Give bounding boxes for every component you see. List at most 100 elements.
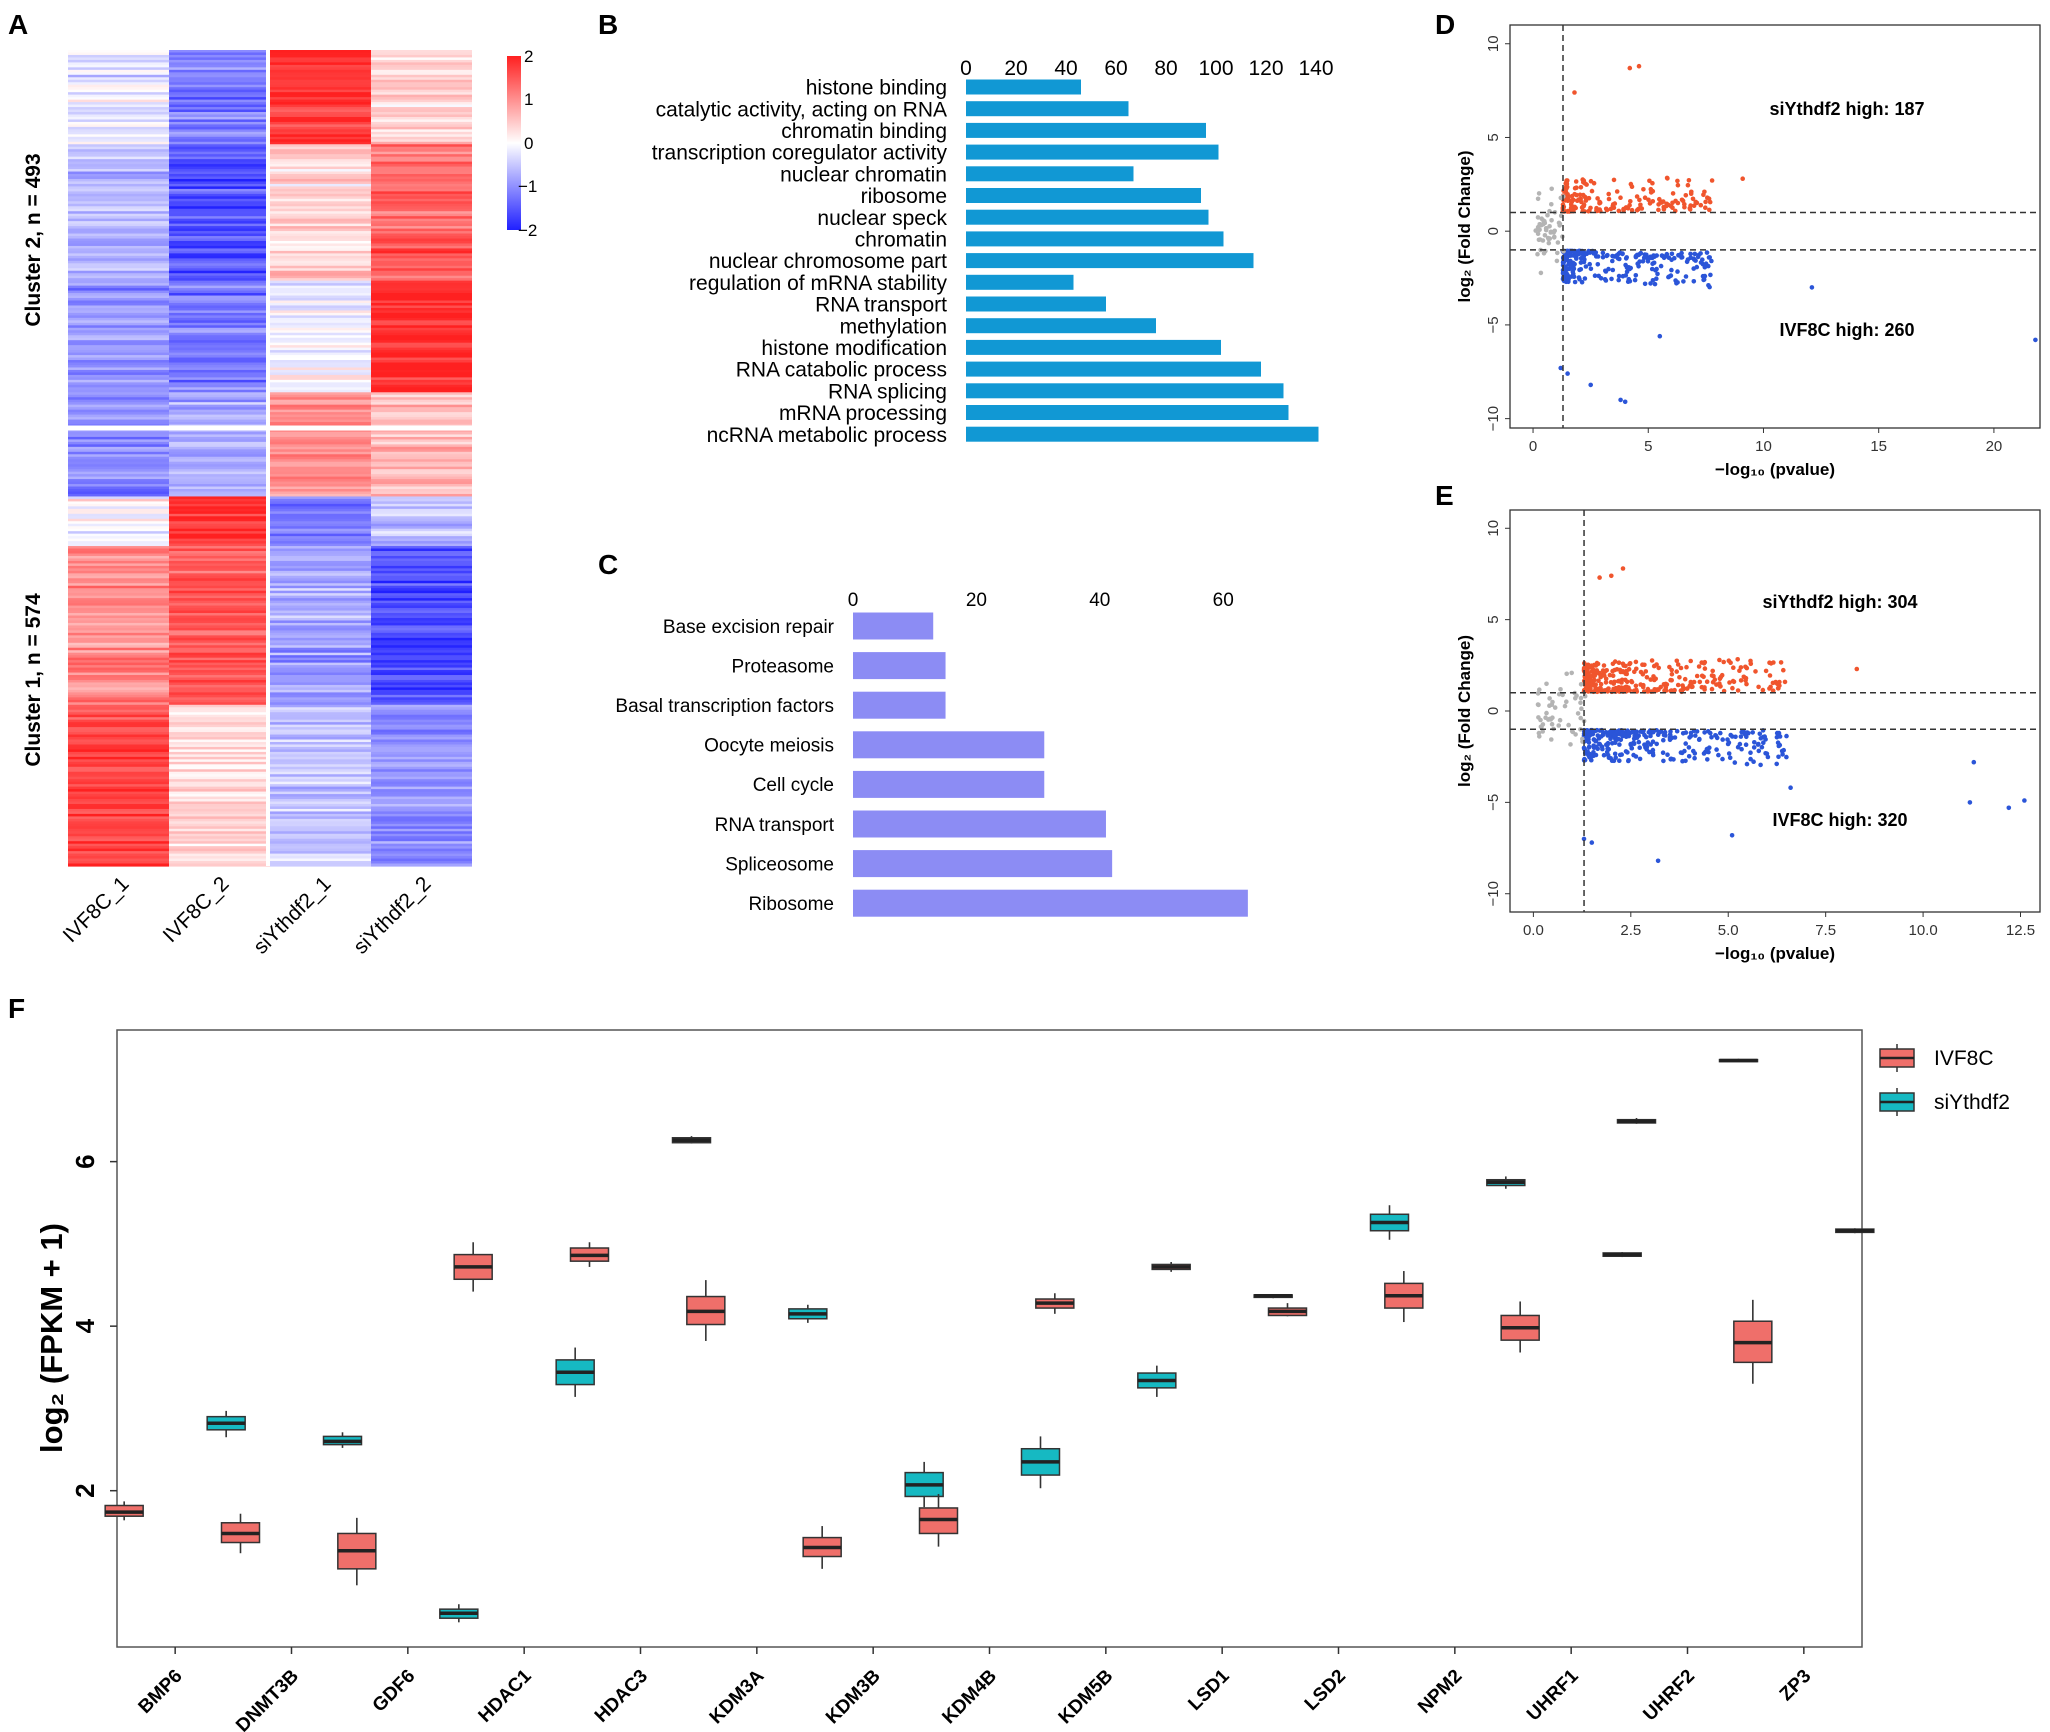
heatmap-cell <box>68 803 169 808</box>
heatmap-cell <box>270 565 371 569</box>
heatmap-cell <box>169 709 270 713</box>
bar <box>966 318 1156 334</box>
heatmap-cell <box>270 114 371 118</box>
heatmap-cell <box>270 397 371 401</box>
category-label: Cell cycle <box>753 775 834 796</box>
heatmap-cell <box>169 201 270 205</box>
volcano-point <box>1614 189 1620 194</box>
heatmap-cell <box>371 116 472 121</box>
heatmap-cell <box>169 828 270 832</box>
heatmap-cell <box>371 784 472 788</box>
heatmap-cell <box>68 285 169 289</box>
heatmap-cell <box>68 503 169 507</box>
heatmap-cell <box>169 739 270 743</box>
volcano-point <box>1660 750 1666 755</box>
heatmap-cell <box>270 384 371 388</box>
heatmap-cell <box>371 702 472 706</box>
heatmap-cell <box>371 531 472 535</box>
heatmap-cell <box>68 369 169 374</box>
bar <box>853 691 946 719</box>
volcano-point <box>1654 276 1659 282</box>
heatmap-cell <box>371 156 472 160</box>
volcano-point <box>1692 251 1698 257</box>
heatmap-cell <box>169 821 270 825</box>
heatmap-cell <box>270 203 371 207</box>
heatmap-cell <box>270 560 371 565</box>
heatmap-cell <box>169 389 270 393</box>
x-tick-label: 80 <box>1154 57 1177 80</box>
heatmap-cell <box>169 77 270 81</box>
volcano-point <box>1758 736 1764 741</box>
heatmap-cell <box>68 491 169 495</box>
heatmap-cell <box>169 672 270 676</box>
heatmap-cell <box>371 595 472 599</box>
heatmap-cell <box>169 605 270 609</box>
volcano-point <box>1580 255 1586 260</box>
volcano-point <box>1610 267 1616 273</box>
heatmap-cell <box>371 131 472 135</box>
volcano-point <box>1648 281 1653 286</box>
heatmap-cell <box>169 570 270 574</box>
volcano-point <box>1727 680 1732 685</box>
heatmap-cell <box>270 417 371 421</box>
heatmap-cell <box>270 593 371 597</box>
bar <box>966 361 1261 377</box>
heatmap-cell <box>371 620 472 624</box>
heatmap-cell <box>169 474 270 478</box>
heatmap-cell <box>169 647 270 651</box>
heatmap-cell <box>270 570 371 574</box>
volcano-point <box>1648 677 1653 682</box>
heatmap-cell <box>169 203 270 207</box>
volcano-point <box>1689 684 1694 690</box>
volcano-point <box>1616 678 1622 684</box>
heatmap-cell <box>270 831 371 835</box>
heatmap-cell <box>68 610 169 614</box>
heatmap-cell <box>371 134 472 138</box>
volcano-point <box>1544 681 1549 687</box>
volcano-point <box>1675 662 1681 667</box>
heatmap-cell <box>68 541 169 545</box>
heatmap-cell <box>270 704 371 708</box>
heatmap-cell <box>371 372 472 376</box>
heatmap-cell <box>270 221 371 225</box>
category-label: nuclear chromatin <box>780 163 947 186</box>
panel-label-a: A <box>8 9 28 40</box>
volcano-point <box>1623 749 1629 754</box>
heatmap-cell <box>371 414 472 418</box>
heatmap-cell <box>270 77 371 81</box>
heatmap-cell <box>68 627 169 631</box>
heatmap-cell <box>169 816 270 820</box>
heatmap-cell <box>169 471 270 475</box>
volcano-point <box>1572 279 1578 285</box>
heatmap-cell <box>371 456 472 460</box>
heatmap-cell <box>169 121 270 126</box>
heatmap-cell <box>371 498 472 502</box>
category-label: chromatin binding <box>781 120 947 143</box>
heatmap-cell <box>270 808 371 813</box>
heatmap-cell <box>169 347 270 351</box>
volcano-point <box>1612 732 1617 738</box>
volcano-point <box>1610 253 1615 259</box>
volcano-point <box>1725 737 1730 742</box>
heatmap-cell <box>270 392 371 396</box>
heatmap-cell <box>68 652 169 656</box>
heatmap-cell <box>270 513 371 517</box>
category-label: nuclear speck <box>817 207 947 230</box>
heatmap-cell <box>169 322 270 326</box>
heatmap-cell <box>169 818 270 822</box>
heatmap-cell <box>371 315 472 319</box>
heatmap-cell <box>68 265 169 269</box>
volcano-point <box>1620 661 1626 667</box>
heatmap-cell <box>68 119 169 123</box>
heatmap-cell <box>169 250 270 254</box>
heatmap-cell <box>68 102 169 106</box>
volcano-point <box>1649 266 1655 272</box>
heatmap-cell <box>270 399 371 403</box>
heatmap-cell <box>68 600 169 604</box>
heatmap-cell <box>68 818 169 822</box>
heatmap-cell <box>68 625 169 629</box>
category-label: chromatin <box>855 228 947 251</box>
cluster-1-label: Cluster 1, n = 574 <box>22 593 45 767</box>
volcano-point <box>1634 735 1640 740</box>
x-axis-label: −log₁₀ (pvalue) <box>1715 460 1835 479</box>
